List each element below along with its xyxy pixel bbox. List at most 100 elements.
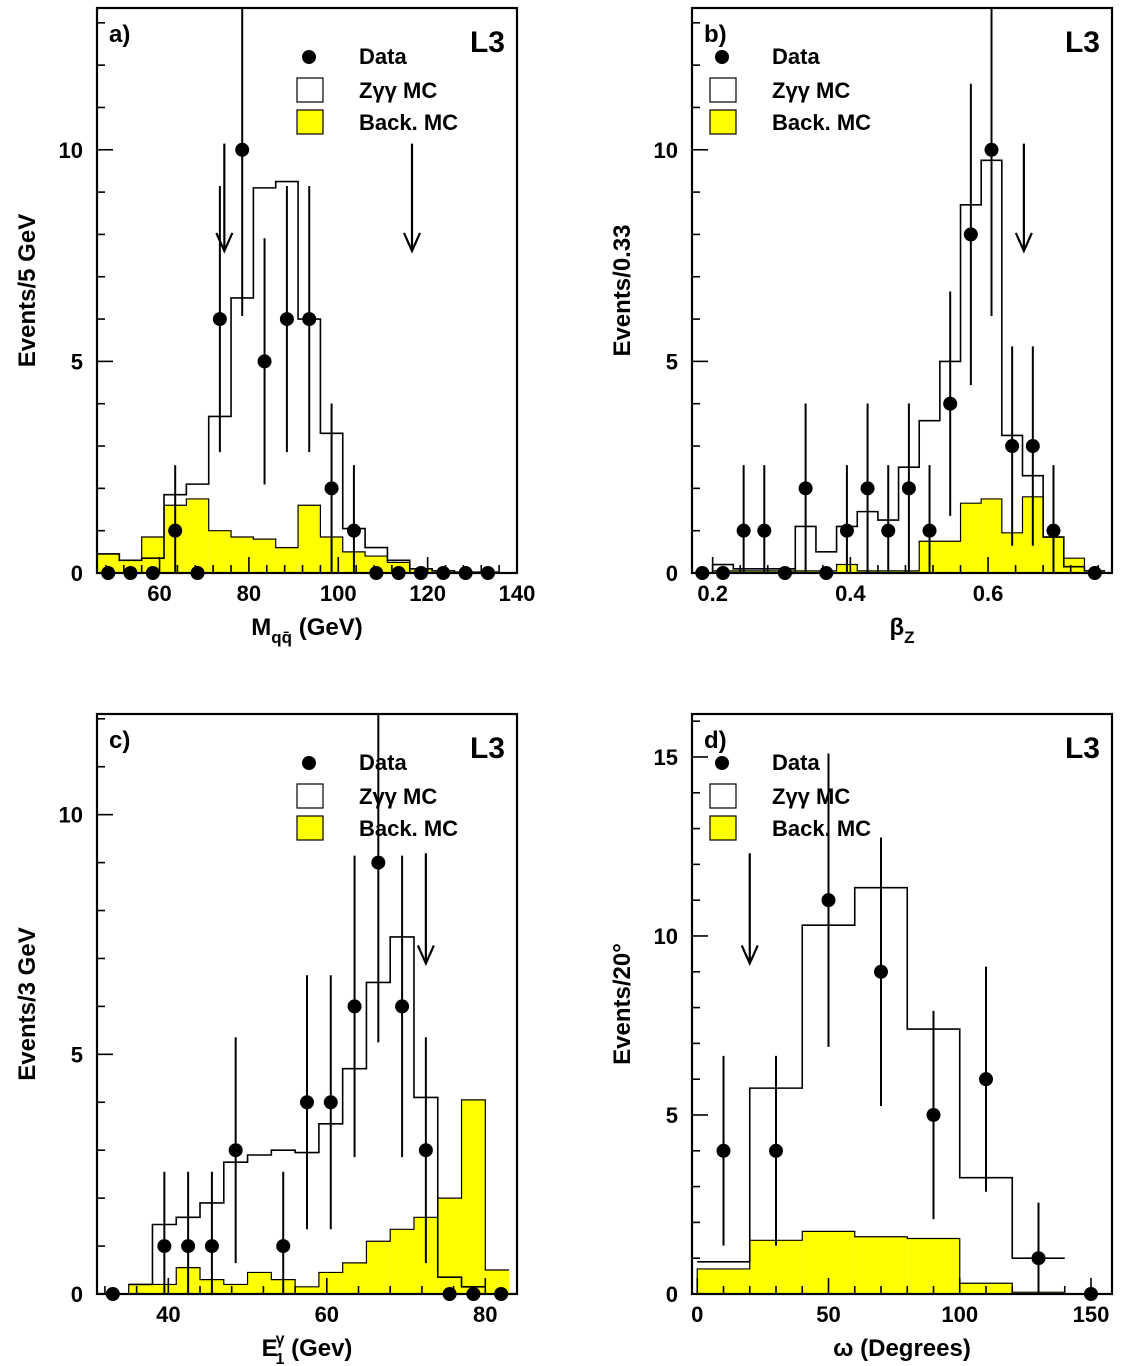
legend: Data Zγγ MC Back. MC <box>296 44 458 135</box>
legend-data-marker <box>302 756 316 770</box>
legend-data-label: Data <box>772 44 820 69</box>
data-point <box>302 312 317 327</box>
panel-label: a) <box>109 21 130 48</box>
data-point <box>984 142 999 157</box>
background-mc-bin <box>1001 532 1023 573</box>
y-tick-label: 0 <box>71 561 83 586</box>
data-point <box>979 1072 993 1087</box>
cut-arrow-head <box>740 944 759 967</box>
data-point <box>926 1107 941 1122</box>
x-axis-label: ω (Degrees) <box>833 1335 971 1362</box>
data-point <box>276 1239 291 1254</box>
x-tick-label: 120 <box>409 581 446 606</box>
data-point <box>874 964 888 979</box>
background-mc-bin <box>223 1284 248 1294</box>
background-mc-bin <box>141 537 165 573</box>
y-axis-label: Events/3 GeV <box>14 927 41 1080</box>
data-point <box>347 999 362 1014</box>
background-mc-bin <box>939 541 961 573</box>
background-mc-bin <box>231 537 254 573</box>
background-mc-bin <box>342 1262 367 1294</box>
x-tick-label: 50 <box>816 1302 840 1327</box>
data-point <box>821 893 836 908</box>
experiment-label: L3 <box>1065 732 1100 765</box>
background-mc-bin <box>461 1099 486 1294</box>
data-point <box>716 1143 731 1158</box>
data-point <box>279 312 294 327</box>
cut-arrow-head <box>215 232 234 254</box>
legend-signal-label: Zγγ MC <box>359 784 437 809</box>
data-point <box>323 1095 338 1110</box>
data-point <box>757 523 772 538</box>
y-axis-label: Events/5 GeV <box>14 214 41 367</box>
y-tick-label: 15 <box>654 745 678 770</box>
x-axis-label: Eγ 1 (Gev) <box>262 1331 353 1366</box>
panel-label: d) <box>704 727 727 754</box>
cut-arrow-head <box>1014 232 1033 254</box>
panel-c: 0 5 10 40 60 80 Events/3 GeV Eγ 1 (Gev) c) L3 Data Z… <box>14 712 519 1366</box>
data-point <box>769 1143 783 1158</box>
background-mc-bin <box>247 1272 272 1294</box>
plot-area-b <box>692 159 1106 573</box>
data-point <box>963 227 978 242</box>
experiment-label: L3 <box>470 732 505 765</box>
background-mc-bin <box>749 1240 803 1294</box>
y-tick-label: 5 <box>666 349 678 374</box>
signal-mc-line <box>97 180 517 573</box>
data-point <box>228 1143 243 1158</box>
legend-signal-swatch <box>709 77 737 103</box>
data-point <box>300 1095 314 1110</box>
data-point <box>736 523 751 538</box>
legend-signal-swatch <box>296 77 324 103</box>
legend-background-swatch <box>709 109 737 135</box>
x-tick-label: 100 <box>320 581 357 606</box>
x-tick-label: 80 <box>237 581 261 606</box>
x-tick-label: 60 <box>315 1302 339 1327</box>
x-axis-label: Mqq̄ (GeV) <box>251 614 362 647</box>
background-mc-bin <box>366 1241 391 1294</box>
plot-area-a <box>97 180 517 573</box>
data-point <box>881 523 896 538</box>
background-mc-bin <box>186 498 209 573</box>
x-tick-label: 0.6 <box>973 581 1004 606</box>
experiment-label: L3 <box>1065 26 1100 59</box>
data-point <box>1005 439 1020 454</box>
data-point <box>181 1239 196 1254</box>
cut-arrow-head <box>402 232 422 254</box>
y-tick-label: 0 <box>666 561 678 586</box>
y-tick-label: 10 <box>59 803 83 828</box>
panel-label: c) <box>109 727 130 754</box>
data-point <box>212 312 227 327</box>
x-tick-label: 0.2 <box>697 581 728 606</box>
data-point <box>839 523 854 538</box>
background-mc-bin <box>128 1284 153 1294</box>
data-point <box>860 481 875 496</box>
background-mc-bin <box>907 1238 960 1294</box>
data-point <box>324 481 339 496</box>
legend-background-label: Back. MC <box>359 816 458 841</box>
background-mc-bin <box>318 1272 343 1294</box>
axes-frame <box>95 712 519 1296</box>
legend-data-label: Data <box>359 44 407 69</box>
y-tick-label: 5 <box>71 1042 83 1067</box>
legend-background-swatch <box>296 109 324 135</box>
legend-background-label: Back. MC <box>359 110 458 135</box>
background-mc-bin <box>208 530 232 573</box>
data-point <box>235 142 250 157</box>
data-point <box>798 481 813 496</box>
data-point <box>168 523 183 538</box>
background-mc-bin <box>960 503 982 573</box>
data-point <box>257 354 272 369</box>
legend-background-swatch <box>709 815 737 841</box>
y-tick-label: 10 <box>59 138 83 163</box>
legend: Data Zγγ MC Back. MC <box>709 750 871 841</box>
x-tick-label: 0 <box>691 1302 703 1327</box>
legend-signal-swatch <box>296 783 324 809</box>
x-tick-label: 140 <box>499 581 536 606</box>
background-mc-bin <box>253 539 276 573</box>
y-axis-label: Events/20° <box>609 943 636 1065</box>
axes-frame <box>95 6 519 575</box>
legend-signal-label: Zγγ MC <box>772 784 850 809</box>
